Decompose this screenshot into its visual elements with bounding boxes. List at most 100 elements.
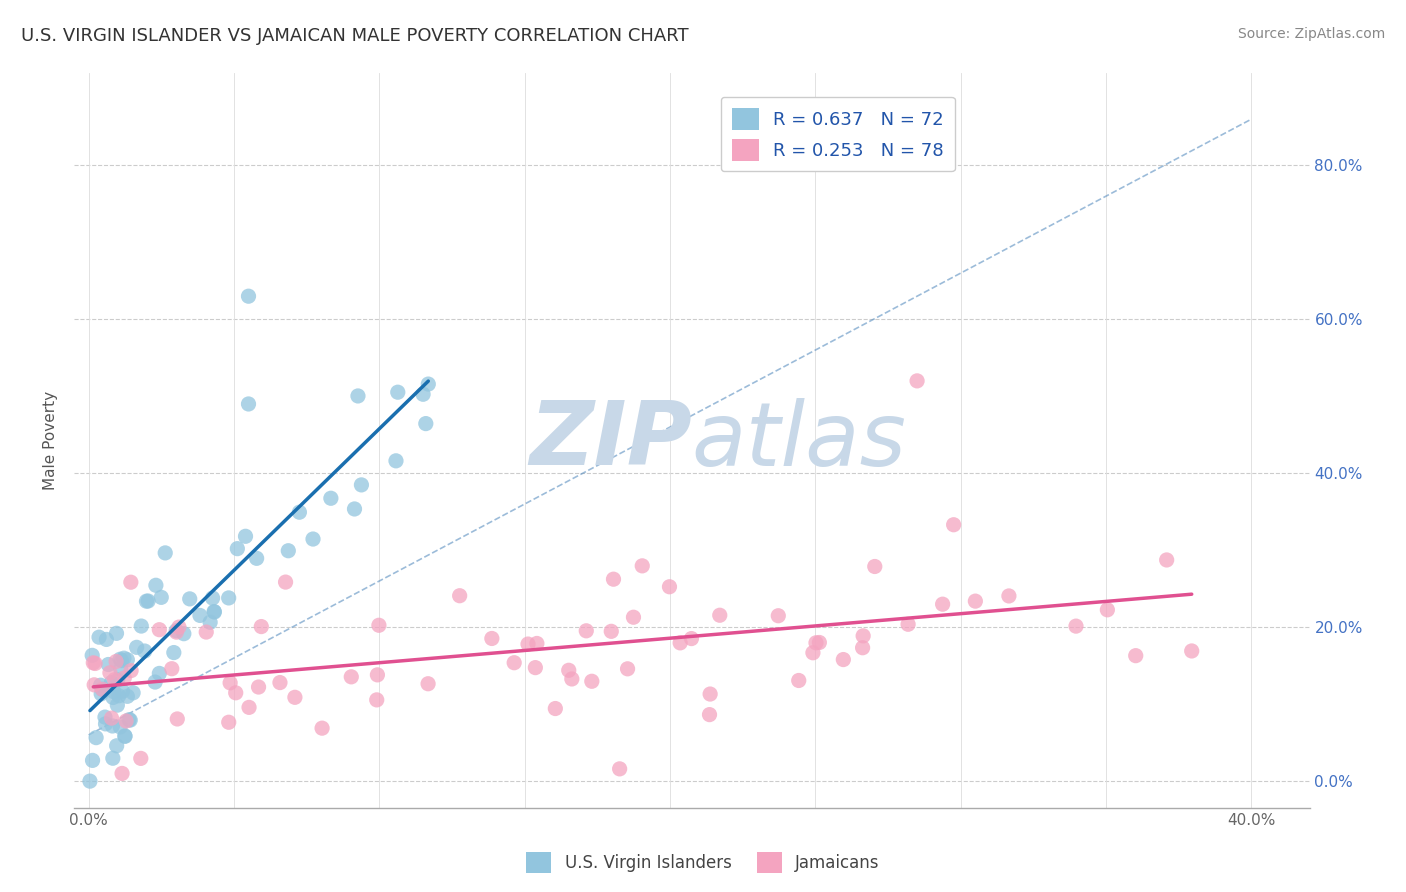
Point	[416, 677, 439, 691]
Point	[965, 594, 987, 608]
Point	[418, 377, 440, 392]
Point	[218, 715, 240, 730]
Point	[340, 670, 363, 684]
Point	[863, 559, 886, 574]
Point	[165, 624, 187, 638]
Point	[120, 664, 142, 678]
Point	[129, 619, 152, 633]
Point	[1097, 603, 1119, 617]
Point	[808, 635, 831, 649]
Point	[709, 608, 731, 623]
Point	[79, 774, 101, 789]
Point	[238, 700, 260, 714]
Y-axis label: Male Poverty: Male Poverty	[44, 391, 58, 490]
Point	[120, 713, 142, 727]
Point	[481, 632, 503, 646]
Point	[581, 674, 603, 689]
Point	[143, 675, 166, 690]
Point	[155, 546, 177, 560]
Point	[311, 721, 333, 735]
Point	[136, 594, 159, 608]
Text: U.S. VIRGIN ISLANDER VS JAMAICAN MALE POVERTY CORRELATION CHART: U.S. VIRGIN ISLANDER VS JAMAICAN MALE PO…	[21, 27, 689, 45]
Point	[526, 636, 548, 650]
Point	[91, 682, 114, 697]
Point	[98, 665, 121, 680]
Point	[385, 454, 408, 468]
Point	[105, 698, 128, 713]
Point	[150, 591, 173, 605]
Point	[801, 646, 824, 660]
Point	[188, 608, 211, 623]
Point	[832, 652, 855, 666]
Point	[288, 505, 311, 519]
Point	[600, 624, 623, 639]
Point	[115, 714, 138, 728]
Point	[602, 572, 624, 586]
Point	[575, 624, 598, 638]
Point	[503, 656, 526, 670]
Point	[90, 687, 112, 701]
Point	[94, 710, 117, 724]
Point	[524, 660, 547, 674]
Point	[1181, 644, 1204, 658]
Point	[387, 385, 409, 400]
Point	[82, 656, 104, 670]
Point	[110, 662, 132, 676]
Point	[96, 632, 118, 647]
Point	[367, 618, 389, 632]
Point	[82, 648, 104, 663]
Point	[669, 636, 692, 650]
Point	[218, 591, 240, 605]
Point	[931, 597, 953, 611]
Point	[247, 680, 270, 694]
Point	[103, 684, 125, 698]
Point	[631, 558, 654, 573]
Point	[100, 675, 122, 690]
Point	[112, 671, 135, 685]
Point	[343, 502, 366, 516]
Point	[284, 690, 307, 705]
Point	[108, 720, 131, 734]
Point	[412, 387, 434, 401]
Point	[122, 686, 145, 700]
Point	[225, 686, 247, 700]
Point	[544, 701, 567, 715]
Point	[160, 662, 183, 676]
Point	[274, 575, 297, 590]
Point	[114, 730, 136, 744]
Point	[105, 626, 128, 640]
Point	[699, 707, 721, 722]
Point	[998, 589, 1021, 603]
Point	[768, 608, 790, 623]
Point	[91, 682, 114, 697]
Point	[350, 478, 373, 492]
Point	[105, 655, 128, 669]
Point	[125, 640, 148, 655]
Legend: R = 0.637   N = 72, R = 0.253   N = 78: R = 0.637 N = 72, R = 0.253 N = 78	[721, 96, 955, 171]
Point	[148, 666, 170, 681]
Point	[238, 397, 260, 411]
Point	[90, 678, 112, 692]
Point	[105, 739, 128, 753]
Point	[897, 617, 920, 632]
Point	[167, 620, 190, 634]
Point	[108, 652, 131, 666]
Point	[173, 626, 195, 640]
Point	[84, 731, 107, 745]
Point	[195, 625, 218, 640]
Point	[111, 766, 134, 780]
Point	[235, 529, 257, 543]
Point	[145, 578, 167, 592]
Point	[198, 615, 221, 630]
Point	[366, 693, 388, 707]
Point	[517, 637, 540, 651]
Point	[1156, 553, 1178, 567]
Point	[347, 389, 370, 403]
Point	[108, 689, 131, 703]
Point	[94, 717, 117, 731]
Point	[1064, 619, 1087, 633]
Point	[787, 673, 810, 688]
Point	[118, 713, 141, 727]
Point	[202, 605, 225, 619]
Point	[129, 751, 152, 765]
